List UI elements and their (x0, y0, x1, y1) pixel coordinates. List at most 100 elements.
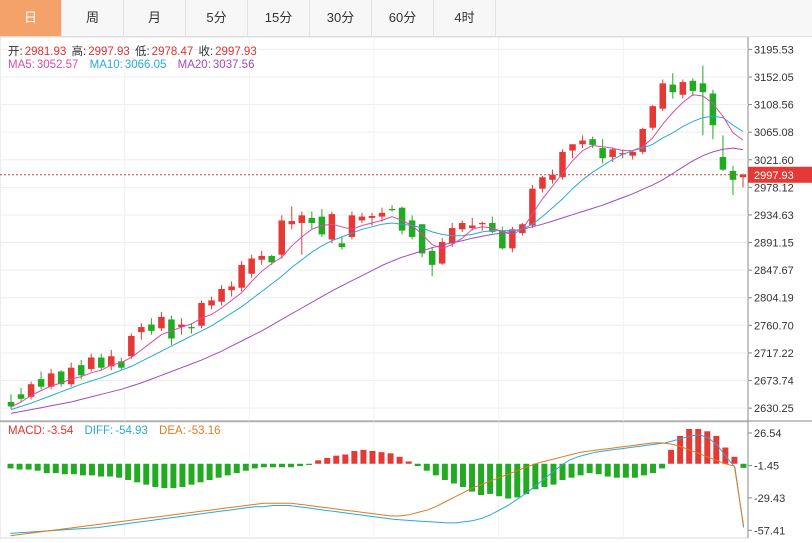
candle-body (549, 174, 556, 180)
macd-bar (640, 463, 647, 476)
macd-bar (333, 455, 340, 464)
tab-month[interactable]: 月 (124, 0, 186, 36)
candle-body (188, 327, 195, 329)
macd-bar (143, 463, 150, 485)
macd-bar (188, 463, 195, 485)
main-y-tick-label: 2673.74 (754, 376, 794, 388)
candle-body (87, 357, 95, 369)
macd-bar (387, 453, 394, 464)
macd-bar (532, 463, 539, 490)
macd-bar (16, 463, 23, 470)
macd-bar (179, 463, 186, 487)
macd-bar (559, 463, 566, 480)
candle-body (67, 367, 75, 385)
candle-body (398, 207, 406, 231)
candle-body (739, 174, 747, 178)
ma20-value: 3037.56 (212, 59, 255, 71)
candle-body (298, 215, 306, 223)
macd-bar (414, 463, 421, 467)
candle-body (248, 258, 255, 274)
macd-bar (731, 456, 738, 464)
candle-body (418, 224, 426, 254)
open-value: 2981.93 (24, 46, 67, 58)
macd-bar (360, 449, 367, 464)
tab-week[interactable]: 周 (62, 0, 124, 36)
macd-y-tick-label: -57.41 (754, 525, 785, 537)
macd-bar (595, 463, 602, 475)
main-y-tick-label: 2934.63 (754, 210, 794, 222)
macd-y-tick-label: -29.43 (754, 493, 785, 505)
candle-body (559, 151, 566, 178)
macd-bar (260, 463, 267, 468)
macd-bar (107, 463, 114, 477)
macd-y-tick-label: -1.45 (754, 460, 779, 472)
macd-bar (224, 463, 231, 476)
macd-bar (432, 463, 439, 476)
tab-5min[interactable]: 5分 (186, 0, 248, 36)
ohlc-legend: 开: 2981.93 高: 2997.93 低: 2978.47 收: 2997.93 (8, 43, 259, 59)
macd-bar (514, 463, 521, 498)
candle-body (509, 229, 516, 249)
macd-bar (441, 463, 448, 480)
candle-body (17, 394, 25, 399)
candle-body (238, 264, 245, 288)
last-price-label: 2997.93 (754, 170, 794, 182)
candle-body (479, 222, 486, 225)
macd-bar (52, 463, 59, 474)
macd-bar (505, 463, 512, 499)
candle-body (57, 371, 65, 385)
dea-value: -53.16 (187, 425, 221, 437)
ma10-label: MA10: (89, 59, 123, 71)
candle-body (579, 140, 586, 145)
tab-4hour[interactable]: 4时 (434, 0, 496, 36)
macd-bar (324, 457, 331, 464)
candle-body (77, 365, 85, 376)
macd-bar (70, 463, 77, 475)
tab-60min[interactable]: 60分 (372, 0, 434, 36)
main-y-tick-label: 2978.12 (754, 182, 794, 194)
candle-body (148, 324, 155, 331)
macd-bar (215, 463, 222, 478)
macd-bar (369, 451, 376, 464)
macd-bar (631, 463, 638, 478)
candle-body (258, 255, 265, 260)
macd-bar (269, 463, 276, 468)
macd-bar (279, 463, 285, 468)
candle-body (639, 129, 646, 152)
high-label: 高: (71, 46, 87, 58)
macd-bar (523, 463, 530, 494)
open-label: 开: (8, 46, 23, 58)
macd-bar (577, 463, 584, 476)
candle-body (699, 83, 707, 93)
tab-15min[interactable]: 15分 (248, 0, 310, 36)
macd-bar (134, 463, 141, 483)
dea-line (10, 442, 744, 537)
tab-day[interactable]: 日 (0, 0, 62, 36)
candle-body (368, 215, 376, 218)
close-value: 2997.93 (215, 46, 257, 58)
candle-body (37, 379, 45, 387)
candle-body (649, 106, 657, 128)
candle-body (629, 151, 636, 156)
macd-bar (659, 463, 666, 469)
macd-bar (604, 463, 611, 477)
ma5-line (10, 94, 744, 408)
main-y-tick-label: 3021.60 (754, 155, 794, 167)
macd-legend: MACD: -3.54 DIFF: -54.93 DEA: -53.16 (8, 425, 223, 437)
macd-bar (233, 463, 240, 474)
macd-bar (496, 463, 503, 497)
macd-bar (351, 451, 358, 464)
candle-body (27, 384, 35, 397)
candle-body (609, 149, 616, 157)
macd-bar (88, 463, 95, 476)
tab-30min[interactable]: 30分 (310, 0, 372, 36)
candle-body (158, 316, 165, 329)
macd-bar (396, 456, 403, 464)
main-y-tick-label: 2891.15 (754, 238, 794, 250)
macd-bar (423, 463, 430, 471)
candle-body (47, 373, 55, 387)
candle-body (729, 170, 737, 180)
candle-body (278, 220, 286, 255)
macd-bar (288, 463, 295, 468)
